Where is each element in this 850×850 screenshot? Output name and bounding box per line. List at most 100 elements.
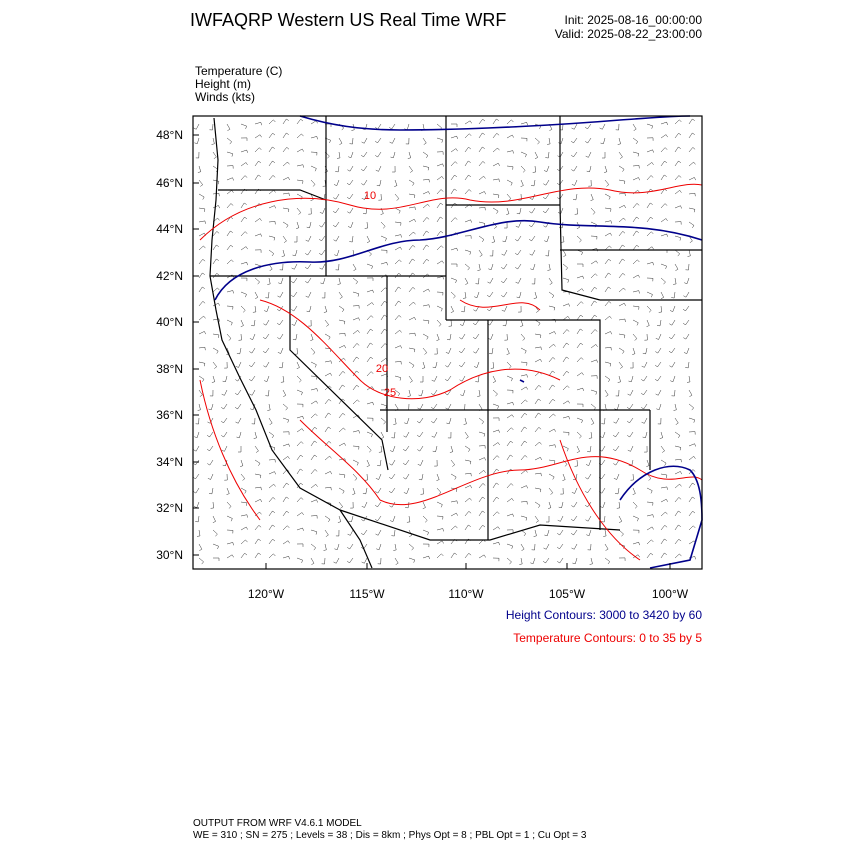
wind-barb xyxy=(674,431,681,439)
wind-barb xyxy=(488,263,494,271)
wind-barb xyxy=(646,291,653,298)
wind-barb xyxy=(422,191,430,195)
wind-barb xyxy=(478,132,485,139)
wind-barb xyxy=(646,473,652,481)
wind-barb xyxy=(684,277,690,285)
wind-barb xyxy=(432,361,438,369)
wind-barb xyxy=(291,263,298,270)
wind-barb xyxy=(394,389,401,397)
wind-barb xyxy=(238,446,242,453)
wind-barb xyxy=(492,162,500,167)
wind-barb xyxy=(380,207,384,215)
wind-barb xyxy=(352,263,357,271)
wind-barb xyxy=(279,263,284,271)
wind-barb xyxy=(688,235,693,243)
wind-barb xyxy=(688,525,696,531)
wind-barb xyxy=(630,473,634,481)
wind-barb xyxy=(332,207,340,214)
wind-barb xyxy=(338,357,346,363)
wind-barb xyxy=(221,403,228,410)
wind-barb xyxy=(628,375,634,383)
wind-barb xyxy=(478,191,486,195)
wind-barb xyxy=(571,543,578,550)
wind-barb xyxy=(486,305,494,312)
wind-barb xyxy=(352,399,360,405)
wind-barb xyxy=(324,471,332,475)
wind-barb xyxy=(282,118,289,125)
wind-barb xyxy=(646,261,654,266)
wind-barb xyxy=(464,263,470,271)
wind-barb xyxy=(478,483,486,489)
wind-barb xyxy=(669,319,676,326)
wind-barb xyxy=(688,482,696,489)
wind-barb xyxy=(674,497,682,503)
wind-barb xyxy=(362,123,368,131)
wind-barb xyxy=(324,319,330,327)
wind-barb xyxy=(360,529,368,536)
wind-barb xyxy=(240,291,247,298)
wind-barb xyxy=(279,361,284,369)
wind-barb xyxy=(533,291,538,299)
wind-barb xyxy=(268,459,276,463)
wind-barb xyxy=(472,333,480,340)
wind-barb xyxy=(360,165,368,172)
wind-barb xyxy=(338,458,346,462)
wind-barb xyxy=(450,459,456,467)
wind-barb xyxy=(402,445,410,452)
wind-barb xyxy=(352,277,359,285)
wind-barb xyxy=(674,205,682,209)
wind-barb xyxy=(194,137,200,145)
wind-barb xyxy=(249,333,256,340)
wind-barb xyxy=(422,288,430,293)
wind-barb xyxy=(543,543,550,550)
wind-barb xyxy=(251,319,256,327)
wind-barb xyxy=(319,263,326,270)
wind-barb xyxy=(436,151,444,155)
wind-barb xyxy=(464,189,472,195)
contour-label: 25 xyxy=(384,387,396,399)
wind-barb xyxy=(492,147,500,153)
wind-barb xyxy=(210,501,214,509)
wind-barb xyxy=(394,259,402,265)
wind-barb xyxy=(431,417,438,424)
wind-barb xyxy=(490,361,495,369)
wind-barb xyxy=(390,151,396,159)
wind-barb xyxy=(296,497,304,503)
wind-barb xyxy=(310,400,318,405)
wind-barb xyxy=(282,496,289,503)
wind-barb xyxy=(436,528,444,532)
wind-barb xyxy=(548,331,556,335)
wind-barb xyxy=(222,459,228,467)
wind-barb xyxy=(310,193,314,201)
wind-barb xyxy=(557,557,564,564)
wind-barb xyxy=(590,260,598,265)
temperature-legend: Temperature Contours: 0 to 35 by 5 xyxy=(513,631,702,645)
wind-barb xyxy=(534,487,542,493)
wind-barb xyxy=(212,258,219,265)
wind-barb xyxy=(254,121,262,126)
state-border xyxy=(210,116,702,541)
wind-barb xyxy=(464,160,471,167)
wind-barb xyxy=(506,543,514,549)
wind-barb xyxy=(478,146,485,153)
wind-barb xyxy=(545,151,550,159)
wind-barb xyxy=(240,319,244,328)
wind-barb xyxy=(618,361,623,369)
footer-line: WE = 310 ; SN = 275 ; Levels = 38 ; Dis … xyxy=(193,830,587,841)
wind-barb xyxy=(422,165,430,171)
wind-barb xyxy=(464,277,469,285)
wind-barb xyxy=(352,305,360,309)
wind-barb xyxy=(418,389,424,397)
wind-barb xyxy=(431,375,438,382)
wind-barb xyxy=(436,515,444,520)
wind-barb xyxy=(198,361,206,367)
wind-barb xyxy=(212,231,220,237)
wind-barb xyxy=(660,160,668,167)
wind-barb xyxy=(562,445,569,452)
wind-barb xyxy=(604,232,612,237)
wind-barb xyxy=(431,431,438,438)
wind-barb xyxy=(268,175,276,181)
wind-barb xyxy=(520,543,525,551)
wind-barb xyxy=(310,454,318,461)
wind-barb xyxy=(506,389,514,394)
